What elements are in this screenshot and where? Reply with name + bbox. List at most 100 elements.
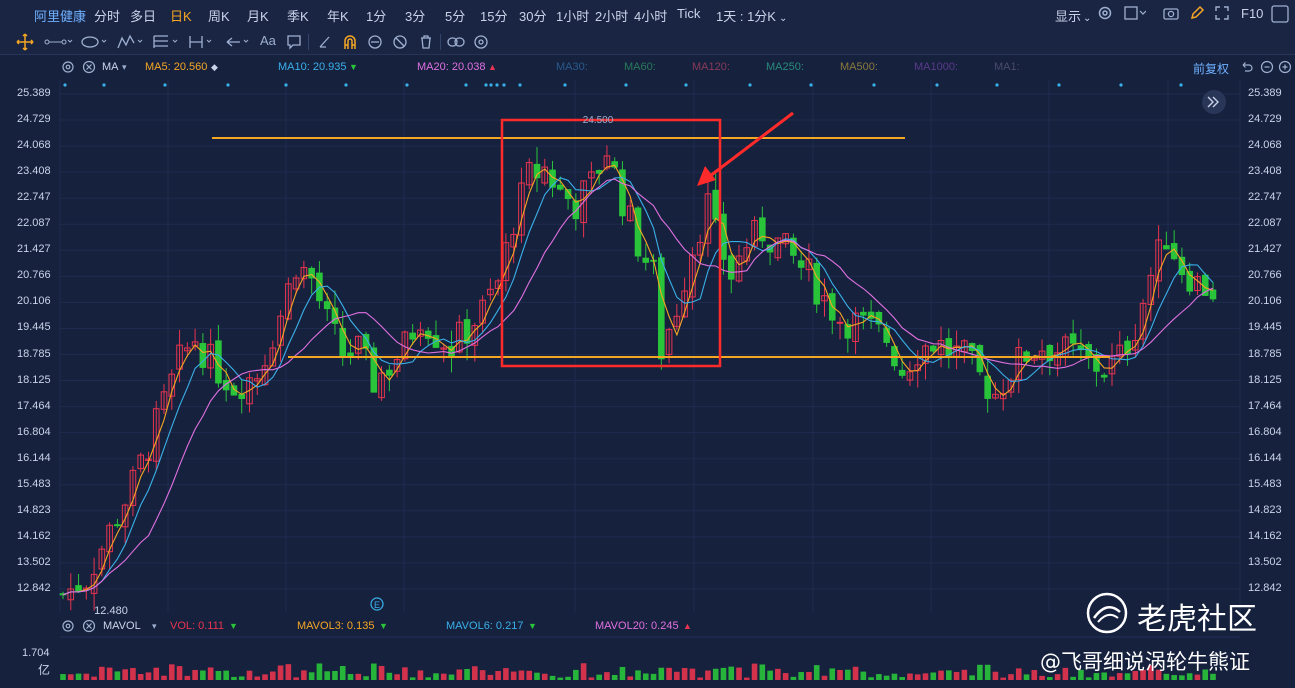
- toolbar-settings-icon[interactable]: [473, 34, 489, 50]
- candle-body[interactable]: [533, 163, 541, 179]
- line-tool-icon[interactable]: [44, 35, 74, 49]
- candle-body[interactable]: [323, 301, 331, 310]
- period-tab-2hour[interactable]: 2小时: [595, 9, 629, 24]
- candle-body[interactable]: [152, 408, 160, 462]
- candle-body[interactable]: [199, 343, 207, 368]
- candle-body[interactable]: [1131, 339, 1139, 351]
- candle-body[interactable]: [976, 345, 984, 373]
- candle-body[interactable]: [696, 241, 704, 256]
- candle-body[interactable]: [292, 277, 300, 290]
- candle-body[interactable]: [362, 333, 370, 349]
- candle-body[interactable]: [751, 220, 758, 247]
- candle-body[interactable]: [277, 315, 284, 346]
- candle-body[interactable]: [720, 213, 727, 260]
- hide-drawing-icon[interactable]: [392, 34, 408, 50]
- ma-settings-icon[interactable]: [61, 60, 75, 74]
- event-dot[interactable]: [484, 83, 488, 87]
- candle-body[interactable]: [759, 217, 766, 242]
- candle-body[interactable]: [735, 255, 743, 282]
- comment-tool-icon[interactable]: [286, 34, 302, 50]
- candle-body[interactable]: [805, 258, 813, 271]
- period-tab-4hour[interactable]: 4小时: [634, 9, 668, 24]
- candle-body[interactable]: [440, 347, 448, 350]
- trash-icon[interactable]: [418, 34, 434, 50]
- event-dot[interactable]: [518, 83, 522, 87]
- event-dot[interactable]: [163, 83, 167, 87]
- period-tab-fenshi[interactable]: 分时: [94, 9, 121, 24]
- period-tab-weekly[interactable]: 周K: [208, 9, 230, 24]
- event-dot[interactable]: [495, 83, 499, 87]
- candle-body[interactable]: [1038, 350, 1046, 360]
- red-arrow[interactable]: [697, 111, 794, 186]
- period-select[interactable]: 1天 : 1分K ⌄: [716, 6, 787, 25]
- period-tab-1min[interactable]: 1分: [366, 9, 387, 24]
- candle-body[interactable]: [285, 283, 292, 320]
- candle-body[interactable]: [782, 233, 789, 245]
- candle-body[interactable]: [308, 267, 315, 279]
- chevron-down-icon[interactable]: ▾: [122, 62, 127, 72]
- candle-body[interactable]: [222, 380, 230, 391]
- candle-body[interactable]: [347, 352, 354, 357]
- fib-tool-icon[interactable]: [152, 33, 182, 51]
- candle-body[interactable]: [813, 262, 821, 305]
- vol-indicator-name[interactable]: MAVOL: [103, 620, 141, 632]
- crosshair-move-icon[interactable]: [16, 33, 34, 51]
- candle-body[interactable]: [626, 205, 634, 222]
- candle-body[interactable]: [1007, 379, 1015, 393]
- candle-body[interactable]: [603, 155, 611, 169]
- candle-body[interactable]: [98, 548, 106, 570]
- candle-body[interactable]: [176, 344, 183, 370]
- candle-body[interactable]: [929, 345, 937, 352]
- candle-body[interactable]: [984, 375, 991, 399]
- candle-body[interactable]: [564, 189, 572, 200]
- period-tab-quarterly[interactable]: 季K: [287, 9, 309, 24]
- candle-body[interactable]: [588, 171, 595, 179]
- candle-body[interactable]: [67, 588, 75, 601]
- candle-body[interactable]: [106, 524, 113, 553]
- event-dot[interactable]: [405, 83, 409, 87]
- candle-body[interactable]: [1155, 239, 1162, 282]
- vol-close-icon[interactable]: [82, 619, 96, 633]
- candle-body[interactable]: [860, 311, 867, 316]
- candle-body[interactable]: [1046, 344, 1054, 362]
- channel-tool-icon[interactable]: [80, 34, 110, 50]
- candle-body[interactable]: [129, 469, 137, 506]
- candle-body[interactable]: [1069, 333, 1077, 344]
- zoom-out-icon[interactable]: [1260, 60, 1274, 74]
- candle-body[interactable]: [455, 321, 463, 353]
- candle-body[interactable]: [137, 454, 145, 470]
- candle-body[interactable]: [121, 504, 129, 528]
- ma-indicator-name[interactable]: MA: [102, 61, 119, 73]
- candle-body[interactable]: [370, 347, 378, 393]
- event-dot[interactable]: [489, 83, 493, 87]
- candle-body[interactable]: [836, 321, 844, 324]
- candle-body[interactable]: [1116, 344, 1124, 357]
- event-dot[interactable]: [502, 83, 506, 87]
- period-tab-3min[interactable]: 3分: [405, 9, 426, 24]
- f10-button[interactable]: F10: [1241, 6, 1264, 21]
- candle-body[interactable]: [487, 288, 494, 296]
- candle-body[interactable]: [844, 324, 852, 339]
- candle-body[interactable]: [727, 255, 735, 280]
- candlestick-chart[interactable]: 24.500 12.480 E: [0, 78, 1295, 616]
- candle-body[interactable]: [160, 391, 168, 410]
- event-dot[interactable]: [1119, 83, 1123, 87]
- period-tab-daily[interactable]: 日K: [170, 9, 192, 24]
- highlight-box[interactable]: [500, 118, 722, 368]
- measure-tool-icon[interactable]: [187, 33, 217, 51]
- display-menu[interactable]: 显示 ⌄: [1055, 6, 1091, 25]
- camera-icon[interactable]: [1163, 6, 1179, 23]
- zoom-in-icon[interactable]: [1278, 60, 1292, 74]
- candle-body[interactable]: [1124, 340, 1131, 354]
- period-tab-30min[interactable]: 30分: [519, 9, 547, 24]
- candle-body[interactable]: [821, 295, 828, 302]
- checkbox-icon[interactable]: [1124, 6, 1147, 23]
- pattern-tool-icon[interactable]: [116, 33, 146, 51]
- event-dot[interactable]: [284, 83, 288, 87]
- event-dot[interactable]: [872, 83, 876, 87]
- period-tab-5min[interactable]: 5分: [445, 9, 466, 24]
- candle-body[interactable]: [642, 257, 650, 263]
- pen-icon[interactable]: [1189, 5, 1205, 24]
- brush-tool-icon[interactable]: [317, 34, 333, 50]
- candle-body[interactable]: [1077, 345, 1085, 351]
